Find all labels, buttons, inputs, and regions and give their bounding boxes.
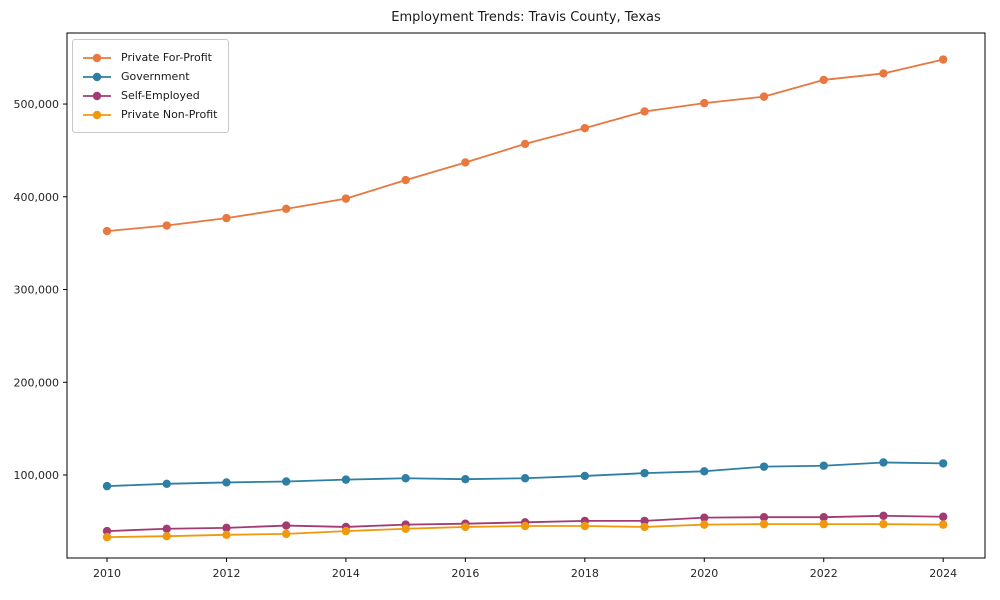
chart-title: Employment Trends: Travis County, Texas bbox=[391, 10, 661, 25]
series-point-self-employed bbox=[281, 521, 291, 530]
series-point-government bbox=[759, 462, 769, 471]
series-point-government bbox=[580, 471, 590, 481]
legend-line-marker-icon bbox=[83, 110, 111, 119]
series-point-self-employed bbox=[879, 511, 888, 521]
series-point-private-for-profit bbox=[162, 221, 171, 230]
legend-label: Self-Employed bbox=[121, 89, 200, 102]
series-point-private-for-profit bbox=[938, 55, 948, 64]
series-point-government bbox=[520, 474, 530, 483]
series-point-private-non-profit bbox=[341, 526, 351, 536]
series-point-government bbox=[401, 474, 410, 483]
x-tick-label: 2024 bbox=[929, 567, 957, 580]
series-point-private-for-profit bbox=[879, 69, 888, 78]
series-point-private-for-profit bbox=[580, 123, 590, 133]
x-tick-label: 2012 bbox=[212, 567, 240, 580]
y-tick-label: 300,000 bbox=[14, 284, 60, 297]
series-point-government bbox=[162, 479, 171, 489]
series-point-self-employed bbox=[222, 523, 231, 533]
series-point-private-non-profit bbox=[938, 520, 948, 529]
series-point-government bbox=[819, 461, 828, 470]
y-tick-label: 200,000 bbox=[14, 376, 60, 389]
series-point-government bbox=[461, 474, 470, 484]
series-point-private-non-profit bbox=[520, 521, 530, 531]
y-tick-label: 400,000 bbox=[14, 191, 60, 204]
series-point-private-for-profit bbox=[759, 92, 769, 101]
axes-frame bbox=[66, 32, 986, 559]
series-point-private-for-profit bbox=[341, 194, 351, 203]
y-tick-label: 100,000 bbox=[14, 469, 60, 482]
series-point-government bbox=[281, 477, 291, 486]
legend-line-marker-icon bbox=[83, 53, 111, 62]
legend-line-marker-icon bbox=[83, 72, 111, 81]
series-point-private-non-profit bbox=[461, 522, 470, 532]
series-point-private-for-profit bbox=[819, 75, 828, 85]
legend-item: Private Non-Profit bbox=[82, 106, 217, 123]
series-point-government bbox=[879, 458, 888, 467]
series-point-private-non-profit bbox=[700, 520, 709, 529]
y-tick-label: 500,000 bbox=[14, 98, 60, 111]
legend-item: Government bbox=[82, 68, 217, 85]
series-point-private-non-profit bbox=[281, 529, 291, 539]
legend-item: Self-Employed bbox=[82, 87, 217, 104]
series-point-self-employed bbox=[938, 512, 948, 521]
series-point-private-non-profit bbox=[162, 532, 171, 541]
series-point-private-for-profit bbox=[281, 204, 291, 214]
series-point-private-non-profit bbox=[759, 519, 769, 529]
series-point-government bbox=[640, 468, 649, 478]
x-tick-label: 2020 bbox=[690, 567, 718, 580]
series-point-private-non-profit bbox=[640, 522, 649, 532]
legend: Private For-Profit Government Self-Employe… bbox=[72, 39, 230, 133]
legend-line-marker-icon bbox=[83, 91, 111, 100]
legend-label: Government bbox=[121, 70, 190, 83]
series-point-self-employed bbox=[759, 512, 769, 522]
legend-label: Private For-Profit bbox=[121, 51, 212, 64]
series-point-private-non-profit bbox=[580, 521, 590, 531]
legend-label: Private Non-Profit bbox=[121, 108, 218, 121]
series-point-private-for-profit bbox=[640, 107, 649, 116]
series-point-self-employed bbox=[162, 524, 171, 533]
x-tick-label: 2010 bbox=[93, 567, 121, 580]
series-point-government bbox=[938, 459, 948, 468]
series-point-government bbox=[700, 467, 709, 476]
series-point-private-for-profit bbox=[102, 226, 112, 236]
x-tick-label: 2022 bbox=[810, 567, 838, 580]
series-point-private-non-profit bbox=[819, 519, 828, 529]
x-tick-label: 2018 bbox=[571, 567, 599, 580]
legend-item: Private For-Profit bbox=[82, 49, 217, 66]
series-point-self-employed bbox=[102, 526, 112, 536]
series-point-government bbox=[102, 481, 112, 491]
series-point-private-for-profit bbox=[401, 175, 410, 185]
series-point-self-employed bbox=[640, 516, 649, 526]
series-point-private-for-profit bbox=[461, 158, 470, 167]
series-point-government bbox=[222, 478, 231, 487]
series-point-private-for-profit bbox=[520, 139, 530, 149]
series-point-government bbox=[341, 475, 351, 484]
x-tick-label: 2016 bbox=[451, 567, 479, 580]
series-point-private-non-profit bbox=[879, 519, 888, 529]
series-point-private-for-profit bbox=[222, 213, 231, 223]
series-point-private-for-profit bbox=[700, 98, 709, 108]
series-point-private-non-profit bbox=[222, 530, 231, 540]
x-tick-label: 2014 bbox=[332, 567, 360, 580]
series-point-self-employed bbox=[819, 512, 828, 522]
series-point-private-non-profit bbox=[401, 524, 410, 533]
series-point-private-non-profit bbox=[102, 532, 112, 542]
series-point-self-employed bbox=[700, 513, 709, 522]
